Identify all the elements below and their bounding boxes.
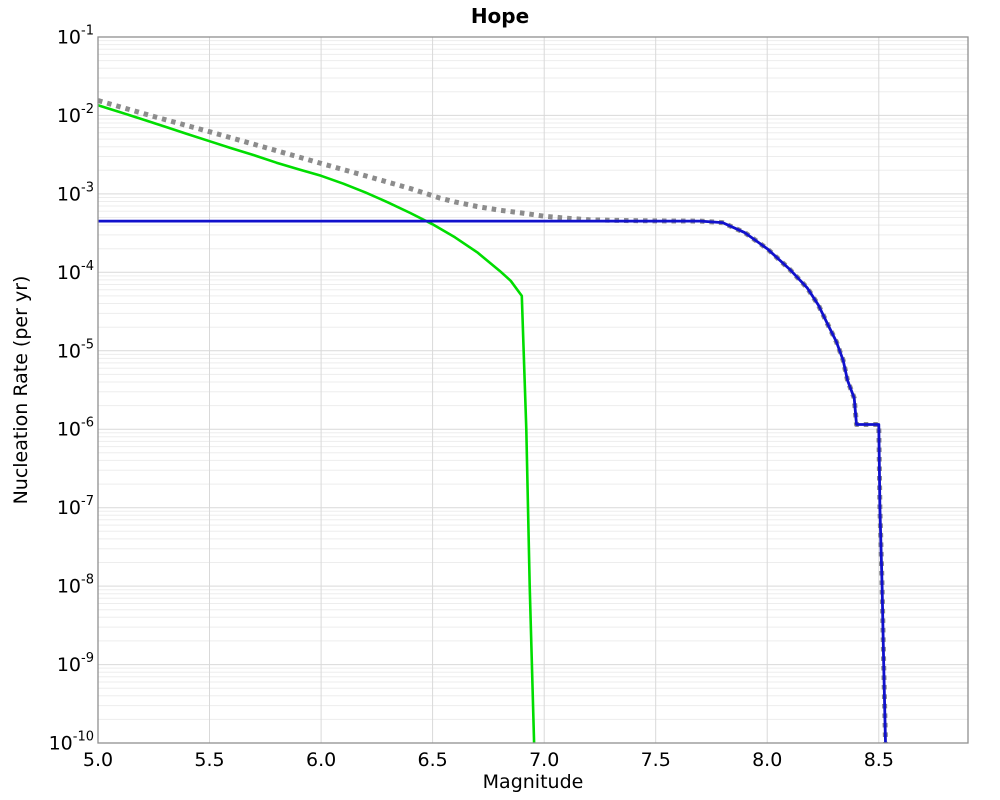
y-tick-label: 10-2 [57,102,94,127]
chart-title: Hope [471,4,529,28]
y-tick-label: 10-3 [57,180,94,205]
plot-border [97,36,969,744]
tick-labels: 5.0 5.5 6.0 6.5 7.0 7.5 8.0 8.510-110-210-310-4… [49,24,894,772]
y-tick-label: 10-8 [57,573,94,598]
y-tick-base: 10 [57,419,81,441]
x-tick-label: 5.0 [83,749,113,771]
data-series [97,98,888,744]
series-tapered-magnitude-frequency-green [97,103,536,744]
y-tick-exponent: -6 [81,416,94,431]
y-tick-base: 10 [57,497,81,519]
y-tick-base: 10 [57,340,81,362]
y-tick-label: 10-4 [57,259,94,284]
y-tick-label: 10-5 [57,337,94,362]
y-tick-base: 10 [57,27,81,49]
series-rate-cap-blue [98,219,887,744]
y-tick-exponent: -4 [81,259,94,274]
y-axis-label: Nucleation Rate (per yr) [10,276,32,505]
y-tick-base: 10 [57,654,81,676]
x-tick-label: 8.5 [864,749,894,771]
y-tick-exponent: -8 [81,573,94,588]
y-tick-base: 10 [57,183,81,205]
y-tick-label: 10-7 [57,494,94,519]
y-tick-label: 10-6 [57,416,94,441]
y-tick-exponent: -5 [81,337,94,352]
x-tick-label: 7.5 [641,749,671,771]
y-tick-label: 10-9 [57,651,94,676]
y-tick-exponent: -2 [81,102,94,117]
y-tick-exponent: -7 [81,494,94,509]
y-tick-label: 10-10 [49,730,94,755]
y-tick-base: 10 [57,262,81,284]
y-tick-base: 10 [49,733,73,755]
y-tick-label: 10-1 [57,24,94,49]
x-axis-label: Magnitude [483,771,584,793]
y-tick-base: 10 [57,576,81,598]
y-tick-base: 10 [57,105,81,127]
grid-lines [97,36,968,744]
x-tick-label: 7.0 [529,749,559,771]
y-tick-exponent: -3 [81,180,94,195]
x-tick-label: 6.0 [306,749,336,771]
x-tick-label: 8.0 [752,749,782,771]
y-tick-exponent: -10 [73,730,94,745]
x-tick-label: 6.5 [417,749,447,771]
y-tick-exponent: -1 [81,24,94,39]
axes-spines [97,36,969,744]
x-tick-label: 5.5 [194,749,224,771]
y-tick-exponent: -9 [81,651,94,666]
